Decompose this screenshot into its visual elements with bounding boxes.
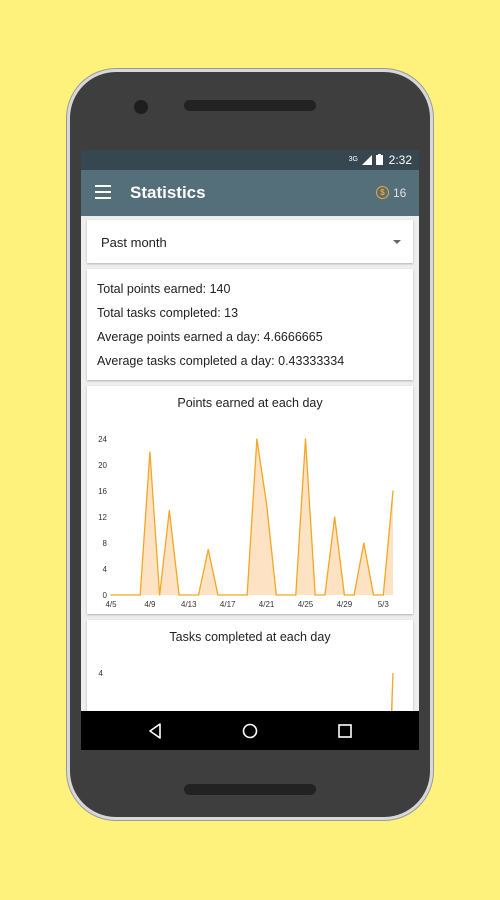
y-tick-label: 24 xyxy=(98,435,107,444)
y-tick-label: 12 xyxy=(98,513,107,522)
data-point xyxy=(353,594,355,596)
battery-icon xyxy=(376,154,383,165)
data-point xyxy=(149,451,151,453)
data-point xyxy=(168,509,170,512)
x-tick-label: 4/29 xyxy=(337,600,353,609)
signal-icon xyxy=(362,154,372,165)
data-point xyxy=(207,548,209,551)
data-point xyxy=(227,594,229,596)
data-point xyxy=(343,594,345,596)
menu-icon[interactable] xyxy=(95,185,111,199)
status-time: 2:32 xyxy=(388,153,412,167)
data-point xyxy=(236,594,239,596)
y-tick-label: 16 xyxy=(98,487,107,496)
data-point xyxy=(120,594,122,596)
y-tick-label: 0 xyxy=(103,591,108,600)
status-bar: 3G 2:32 xyxy=(81,150,419,170)
data-point xyxy=(139,594,141,596)
coin-count: 16 xyxy=(393,186,407,200)
data-point xyxy=(217,594,219,596)
x-tick-label: 5/3 xyxy=(378,600,390,609)
x-tick-label: 4/13 xyxy=(181,600,197,609)
y-tick-label: 8 xyxy=(103,539,108,548)
tasks-chart-title: Tasks completed at each day xyxy=(169,630,331,644)
total-points: Total points earned: 140 xyxy=(97,282,231,296)
points-chart-card: Points earned at each day 0 4 8 12 16 20 24 4/5… xyxy=(87,386,413,614)
points-chart-title: Points earned at each day xyxy=(177,396,323,410)
back-icon[interactable] xyxy=(147,723,163,739)
x-tick-label: 4/25 xyxy=(298,600,314,609)
total-tasks: Total tasks completed: 13 xyxy=(97,306,239,320)
y-tick-label: 20 xyxy=(98,461,107,470)
data-point xyxy=(275,594,277,596)
data-point xyxy=(285,594,287,596)
earpiece-speaker xyxy=(184,100,316,111)
data-point xyxy=(372,594,375,596)
y-tick-label: 4 xyxy=(103,565,108,574)
x-tick-label: 4/9 xyxy=(144,600,156,609)
data-point xyxy=(314,594,316,596)
data-point xyxy=(265,503,268,505)
dropdown-arrow-icon xyxy=(393,240,401,244)
period-dropdown[interactable]: Past month xyxy=(87,220,413,263)
average-points: Average points earned a day: 4.6666665 xyxy=(97,330,323,344)
summary-card: Total points earned: 140 Total tasks com… xyxy=(87,269,413,380)
app-toolbar: Statistics $ 16 xyxy=(81,170,419,216)
data-point xyxy=(304,438,307,440)
data-point xyxy=(188,594,190,596)
bottom-speaker xyxy=(184,784,316,795)
data-point xyxy=(256,438,258,440)
data-point xyxy=(295,594,297,596)
page-title: Statistics xyxy=(130,183,206,202)
data-point xyxy=(324,594,326,596)
coin-icon: $ xyxy=(376,186,389,199)
app-screen: 3G 2:32 Statistics $ 16 Past month Total… xyxy=(81,150,419,750)
data-point xyxy=(363,542,365,544)
period-dropdown-value: Past month xyxy=(101,235,167,250)
data-point xyxy=(392,490,394,492)
average-tasks: Average tasks completed a day: 0.4333333… xyxy=(97,354,345,368)
points-chart: 0 4 8 12 16 20 24 4/5 4/9 4/13 4/17 4/21 4/25 4/29 5/3 xyxy=(98,435,394,609)
data-point xyxy=(110,594,112,596)
network-icon: 3G xyxy=(348,155,358,163)
data-point xyxy=(382,594,384,596)
recents-icon[interactable] xyxy=(337,723,353,739)
power-button xyxy=(430,392,434,486)
data-point xyxy=(159,594,161,596)
navigation-bar xyxy=(81,711,419,750)
x-tick-label: 4/21 xyxy=(259,600,275,609)
front-camera xyxy=(134,100,148,114)
data-point xyxy=(334,516,336,518)
data-point xyxy=(246,594,248,596)
data-point xyxy=(197,594,200,596)
home-icon[interactable] xyxy=(242,723,258,739)
points-line xyxy=(111,438,394,596)
x-tick-label: 4/17 xyxy=(220,600,236,609)
x-tick-label: 4/5 xyxy=(105,600,117,609)
y-tick-label: 4 xyxy=(99,669,104,678)
data-point xyxy=(178,594,180,596)
data-point xyxy=(129,594,132,596)
volume-button xyxy=(430,320,434,366)
